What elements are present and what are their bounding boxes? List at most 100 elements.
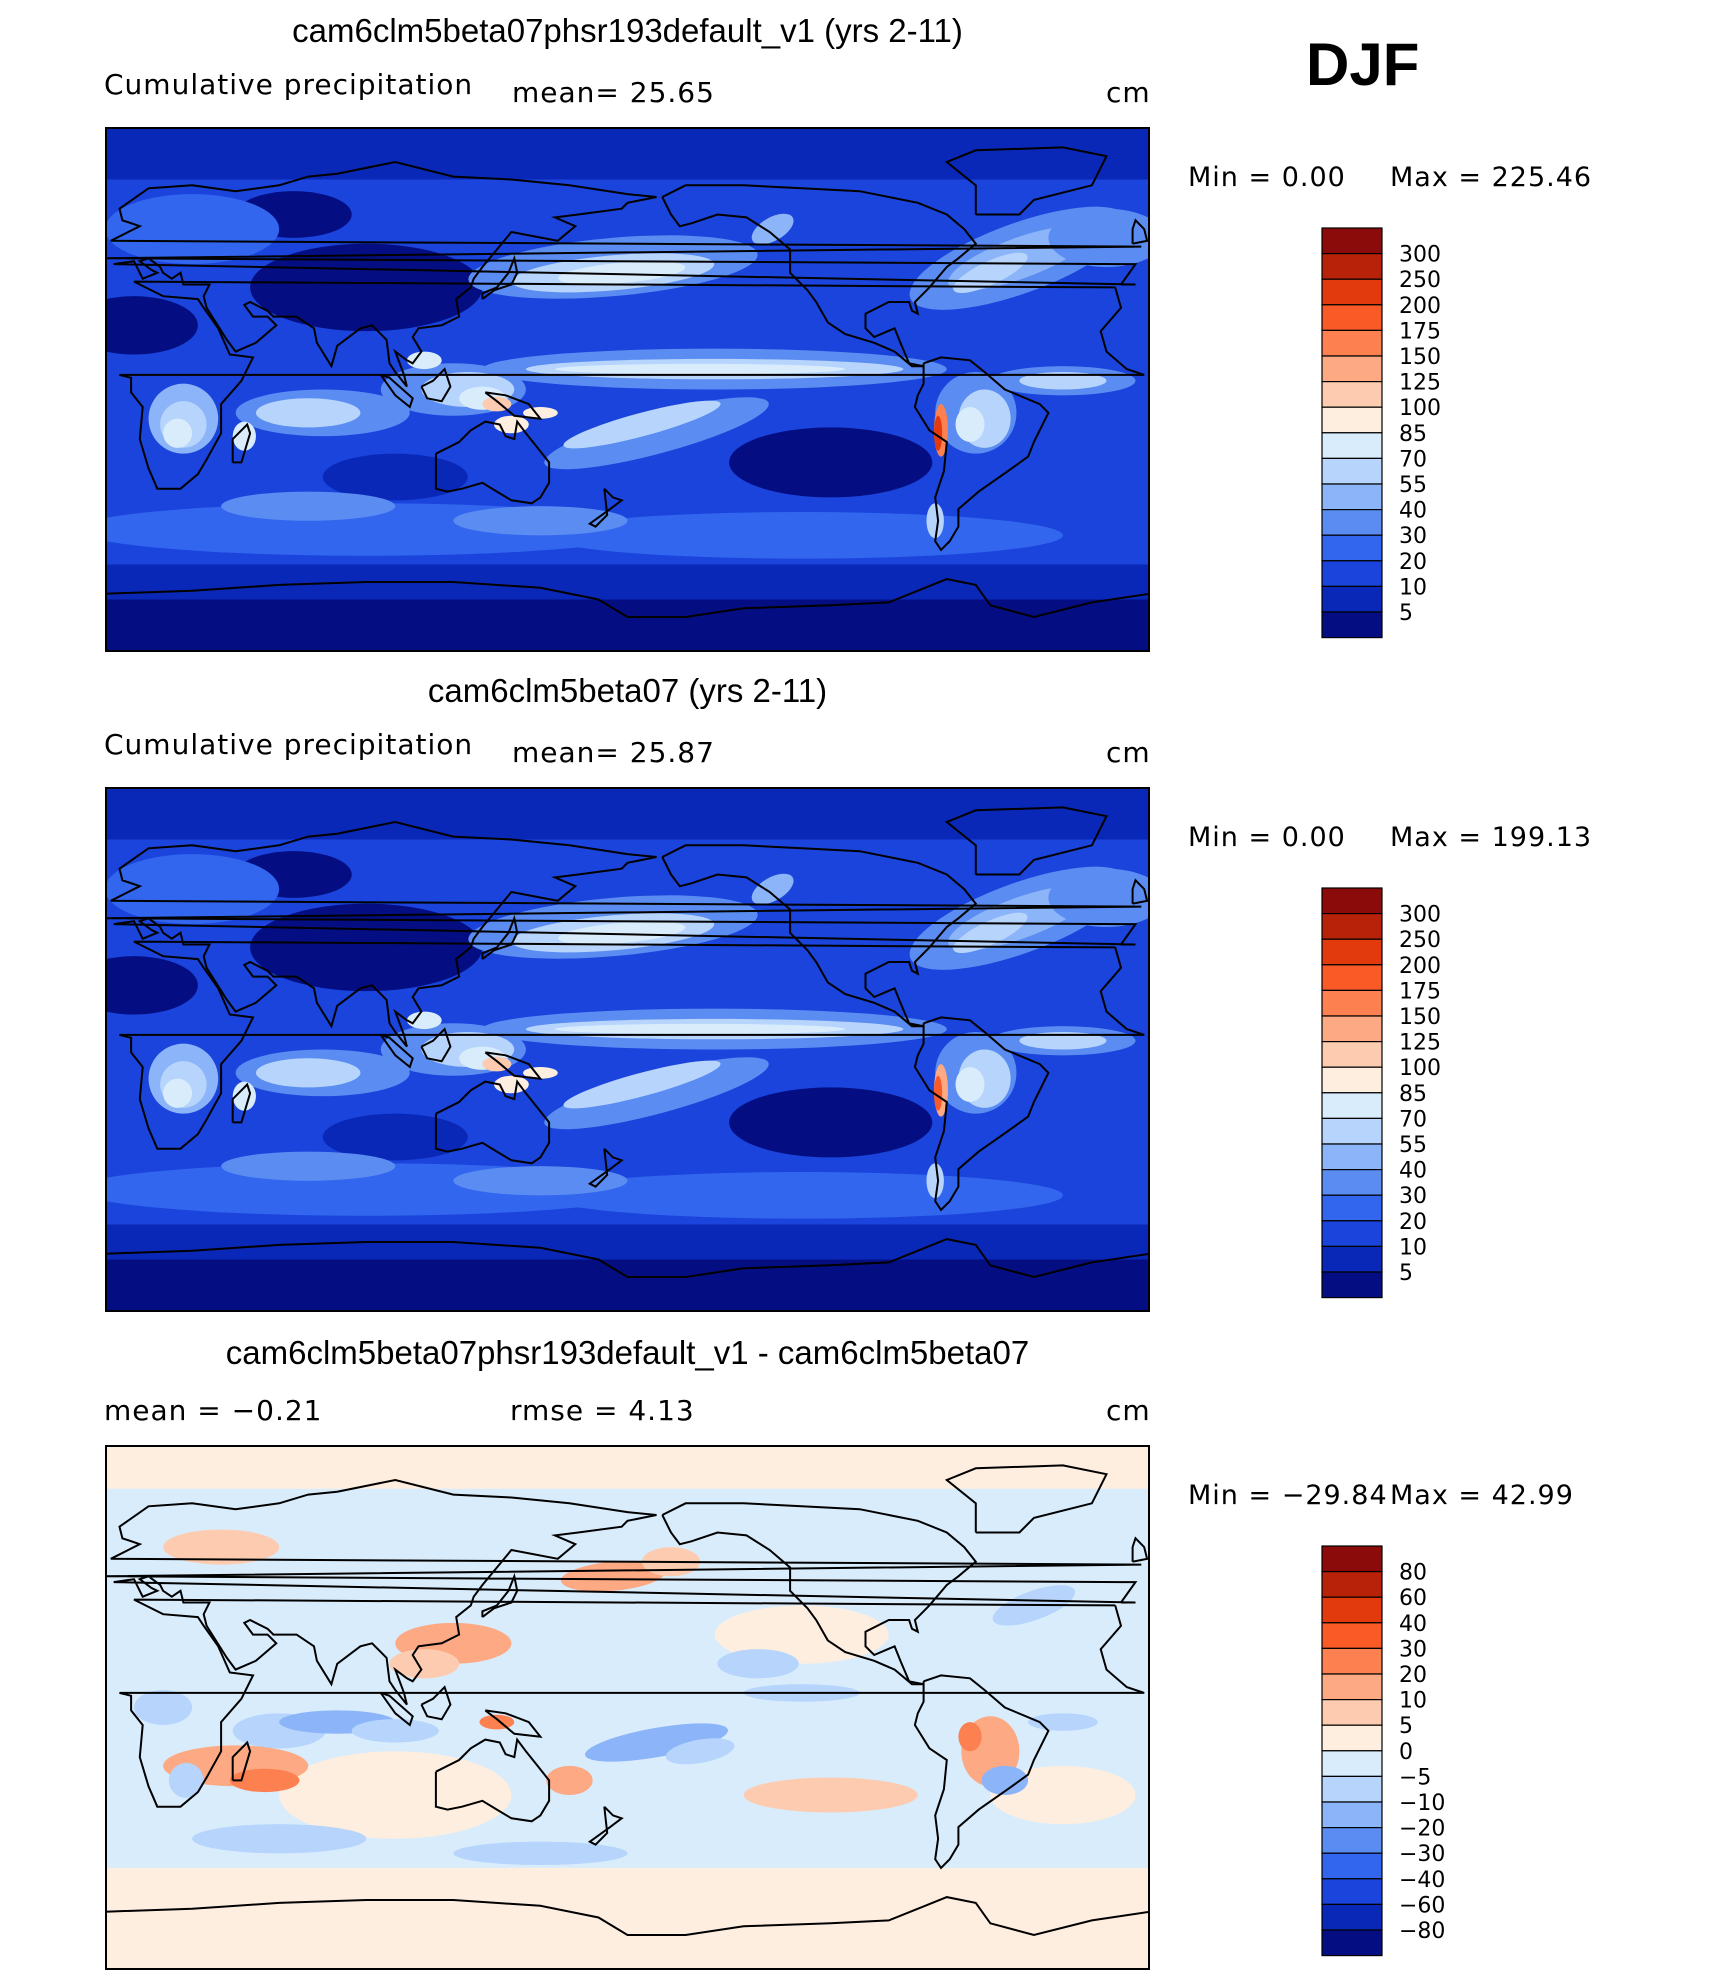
coastline (587, 1805, 624, 1846)
colorbar-tick-label: 30 (1399, 1184, 1427, 1209)
coastline (944, 1464, 1108, 1534)
precip-contour (981, 1765, 1029, 1795)
colorbar-box (1321, 1673, 1383, 1701)
panel-3-map (105, 1445, 1150, 1970)
coastline (661, 844, 978, 1028)
colorbar-box (1321, 329, 1383, 357)
precip-contour (250, 243, 483, 332)
precip-contour (544, 1057, 769, 1130)
coastlines (105, 806, 1150, 1279)
colorbar-tick-label: 100 (1399, 1056, 1441, 1081)
map-frame (105, 127, 1150, 652)
coastline (231, 422, 252, 464)
precip-contour (163, 1529, 280, 1565)
precip-contour (554, 1023, 846, 1035)
panel-2-units: cm (1106, 736, 1151, 769)
colorbar-box (1321, 509, 1383, 536)
colorbar-box (1321, 1903, 1383, 1931)
contour-field (105, 787, 1150, 1312)
colorbar-tick-label: 70 (1399, 447, 1427, 472)
coastline (1131, 878, 1149, 905)
colorbar-box (1321, 1015, 1383, 1043)
colorbar-tick-label: 30 (1399, 524, 1427, 549)
coastline (481, 914, 519, 960)
precip-contour (558, 261, 686, 285)
colorbar-tick-label: 200 (1399, 954, 1441, 979)
colorbar-box (1321, 534, 1383, 562)
precip-contour (279, 1751, 512, 1839)
precip-contour (1028, 1713, 1098, 1731)
colorbar-box (1321, 1699, 1383, 1726)
coastline (587, 1147, 624, 1188)
precip-contour (168, 1762, 204, 1798)
precip-contour (406, 1011, 442, 1030)
coastline (434, 1737, 551, 1823)
colorbar-box (1321, 304, 1383, 332)
precip-contour (1019, 1032, 1107, 1050)
coastline (105, 1896, 1150, 1937)
colorbar-tick-label: 125 (1399, 1031, 1441, 1056)
colorbar-tick-label: 300 (1399, 243, 1441, 268)
contour-field (105, 1445, 1150, 1970)
colorbar-tick-label: −10 (1399, 1791, 1445, 1816)
colorbar-tick-label: 55 (1399, 473, 1427, 498)
colorbar-tick-label: 0 (1399, 1740, 1413, 1765)
colorbar-tick-label: 80 (1399, 1561, 1427, 1586)
colorbar-box (1321, 278, 1383, 306)
colorbar-tick-label: −60 (1399, 1893, 1445, 1918)
precip-contour (192, 1824, 367, 1854)
panel-2-max: Max = 199.13 (1390, 822, 1593, 853)
coastlines (105, 1464, 1150, 1937)
precip-contour (544, 397, 769, 470)
colorbar-box (1321, 227, 1383, 255)
colorbar-tick-label: −40 (1399, 1868, 1445, 1893)
precip-contour (743, 1777, 918, 1813)
colorbar-tick-label: 20 (1399, 1210, 1427, 1235)
colorbar-box (1321, 1724, 1383, 1752)
precip-contour (714, 1605, 889, 1664)
coastline (661, 1502, 978, 1686)
colorbar-tick-label: 5 (1399, 601, 1413, 626)
panel-2-variable-label: Cumulative precipitation (104, 728, 474, 761)
precip-contour (105, 194, 280, 265)
precip-contour (546, 1765, 593, 1795)
precip-contour (232, 1081, 256, 1111)
colorbar-box (1321, 938, 1383, 966)
precip-contour (523, 1067, 558, 1079)
coastline (587, 487, 624, 528)
panel-3-rmse: rmse = 4.13 (510, 1394, 695, 1427)
coastline (913, 1016, 1050, 1212)
colorbar-box (1321, 1929, 1383, 1957)
coastline (484, 391, 543, 420)
panel-1-variable-label: Cumulative precipitation (104, 68, 474, 101)
precip-contour (1019, 372, 1107, 390)
coastline (119, 940, 1145, 1150)
coastline (481, 1572, 519, 1618)
precip-contour (563, 1060, 721, 1109)
colorbar-tick-label: 175 (1399, 319, 1441, 344)
precip-contour (554, 363, 846, 375)
coastline (434, 1079, 551, 1165)
coastline (379, 1033, 414, 1069)
precip-contour (453, 506, 628, 536)
colorbar-tick-label: 250 (1399, 268, 1441, 293)
colorbar-box (1321, 1596, 1383, 1624)
precip-contour (221, 491, 396, 521)
colorbar-tick-label: −5 (1399, 1765, 1431, 1790)
panel-3-min: Min = −29.84 (1188, 1480, 1388, 1511)
colorbar-box (1321, 1092, 1383, 1120)
map-frame (105, 787, 1150, 1312)
colorbar-tick-label: 150 (1399, 1005, 1441, 1030)
colorbar-tick-label: 55 (1399, 1133, 1427, 1158)
precip-contour (751, 873, 794, 905)
panel-3-units: cm (1106, 1394, 1151, 1427)
colorbar-box (1321, 1066, 1383, 1094)
coastline (944, 806, 1108, 876)
colorbar-box (1321, 1143, 1383, 1171)
panel-1-map (105, 127, 1150, 652)
colorbar-box (1321, 355, 1383, 383)
colorbar-box (1321, 483, 1383, 511)
colorbar-tick-label: 200 (1399, 294, 1441, 319)
